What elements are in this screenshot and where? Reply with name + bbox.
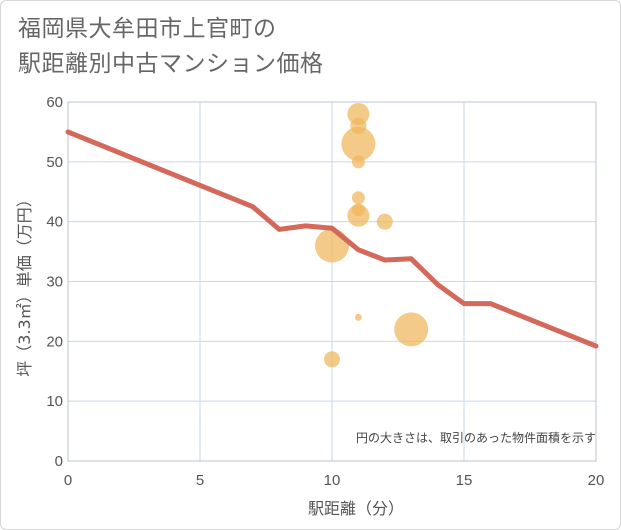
data-bubble <box>347 204 370 227</box>
x-tick-labels: 0 5 10 15 20 <box>64 472 605 489</box>
y-tick-label: 60 <box>46 94 63 111</box>
x-tick-label: 15 <box>456 472 473 489</box>
y-tick-label: 50 <box>46 154 63 171</box>
x-tick-label: 5 <box>196 472 204 489</box>
x-tick-label: 0 <box>64 472 72 489</box>
chart-title: 福岡県大牟田市上官町の 駅距離別中古マンション価格 <box>18 12 324 82</box>
data-bubble <box>394 312 429 347</box>
title-line-2: 駅距離別中古マンション価格 <box>18 51 324 77</box>
data-bubble <box>354 313 362 321</box>
y-tick-label: 30 <box>46 274 63 291</box>
y-axis-label: 坪（3.3㎡）単価（万円） <box>15 191 34 376</box>
y-tick-labels: 0 10 20 30 40 50 60 <box>46 94 63 470</box>
data-bubble <box>351 191 365 205</box>
y-tick-label: 10 <box>46 393 63 410</box>
data-bubble <box>324 351 340 368</box>
x-tick-label: 10 <box>324 472 341 489</box>
data-bubble <box>376 213 393 230</box>
data-bubble <box>347 102 370 125</box>
bubble-size-note: 円の大きさは、取引のあった物件面積を示す <box>356 430 596 445</box>
y-tick-label: 0 <box>55 453 63 470</box>
y-tick-label: 40 <box>46 214 63 231</box>
x-axis-label: 駅距離（分） <box>308 499 404 518</box>
y-tick-label: 20 <box>46 333 63 350</box>
title-line-1: 福岡県大牟田市上官町の <box>18 16 277 42</box>
grid-lines <box>67 101 597 462</box>
trend-line <box>65 129 599 349</box>
data-bubble <box>351 155 365 169</box>
x-tick-label: 20 <box>588 472 605 489</box>
data-bubble <box>315 228 349 263</box>
data-bubble <box>341 126 376 161</box>
plot-area-border <box>67 101 597 462</box>
